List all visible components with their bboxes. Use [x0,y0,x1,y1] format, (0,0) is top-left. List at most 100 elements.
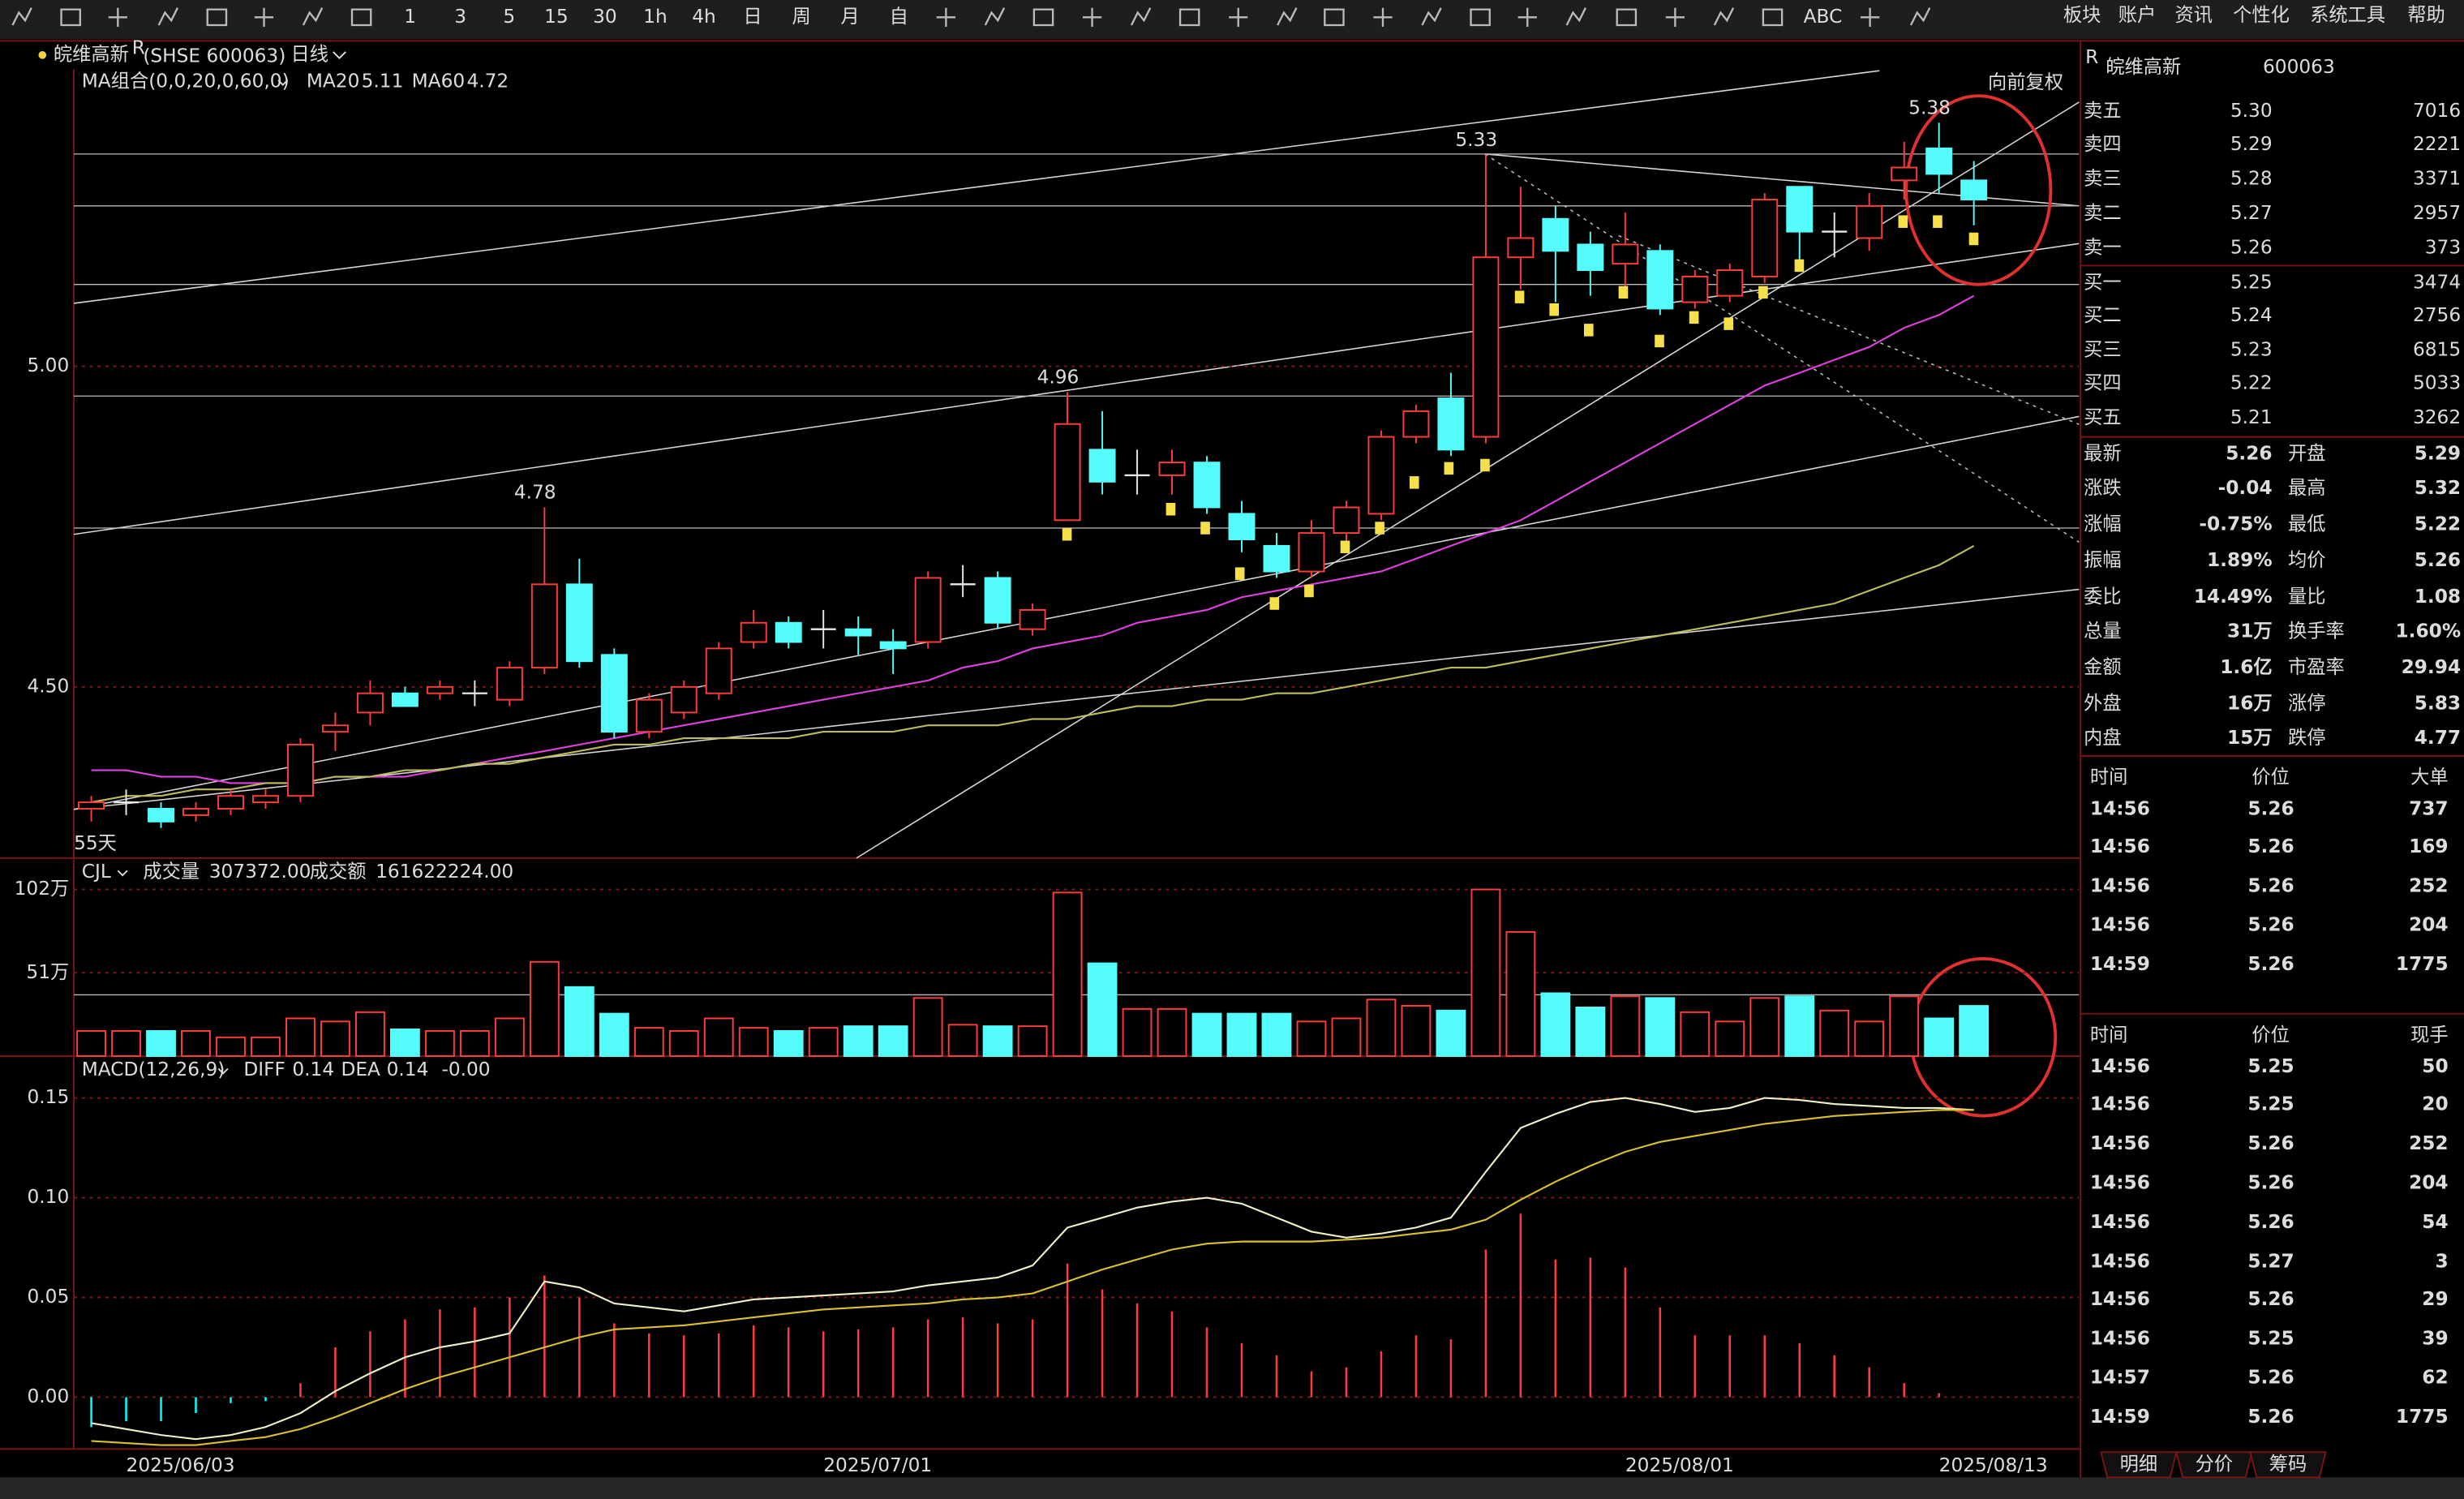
note-icon[interactable] [1898,215,1908,228]
volume-bar [1889,995,1920,1057]
tool-icon[interactable] [350,8,372,27]
tool-icon[interactable] [60,8,81,27]
tool-icon[interactable] [1178,8,1200,27]
period-button[interactable]: 30 [593,6,617,28]
note-icon[interactable] [1165,503,1176,516]
period-button[interactable]: 15 [544,6,569,28]
volume-bar [1226,1012,1257,1057]
ma-title[interactable]: MA组合(0,0,20,0,60,0) [82,70,290,92]
volume-title[interactable]: CJL [82,861,111,883]
candle-body [217,795,244,810]
note-icon[interactable] [1234,567,1245,580]
menu-item[interactable]: 个性化 [2233,4,2290,26]
tool-icon[interactable] [1861,7,1880,27]
menu-item[interactable]: 账户 [2118,4,2157,26]
note-icon[interactable] [1794,259,1805,273]
y-tick-label: 5.00 [27,354,69,376]
tool-icon[interactable] [1130,7,1152,26]
volume-bar [1924,1017,1955,1057]
candle-body [530,583,558,669]
adjust-mode[interactable]: 向前复权 [1988,71,2063,93]
period-button[interactable]: 1 [404,6,416,28]
macd-title[interactable]: MACD(12,26,9) [82,1059,225,1080]
note-icon[interactable] [1618,286,1629,299]
tool-icon[interactable] [1373,7,1393,27]
tool-icon[interactable] [254,7,274,27]
period-button[interactable]: 3 [454,6,466,28]
tool-icon[interactable] [936,7,955,27]
note-icon[interactable] [1933,215,1942,228]
note-icon[interactable] [1584,324,1594,337]
period-button[interactable]: 日 [743,6,762,28]
legend-name: DEA [341,1059,380,1080]
tool-icon[interactable] [1421,7,1442,26]
volume-bar [529,960,560,1057]
tool-icon[interactable] [1277,7,1298,26]
tool-icon[interactable] [1565,7,1586,26]
y-tick-label: 0.10 [27,1186,69,1208]
period-button[interactable]: 5 [503,6,515,28]
quote-code: 600063 [2263,56,2335,78]
period-button[interactable]: 4h [692,6,716,28]
stock-name: 皖维高新 [54,43,129,65]
candle-body [1542,217,1569,252]
note-icon[interactable] [1655,334,1664,348]
period-button[interactable]: 自 [890,6,908,28]
menu-item[interactable]: 系统工具 [2310,4,2385,26]
tool-icon[interactable] [108,7,127,27]
tool-icon[interactable] [206,8,228,27]
tool-icon[interactable] [1762,8,1784,27]
volume-bar [1122,1007,1153,1057]
trade-volume: 204 [2409,1171,2449,1193]
candle-body [635,698,663,733]
tab-label[interactable]: 筹码 [2269,1453,2307,1475]
note-icon[interactable] [1304,584,1314,598]
period[interactable]: 日线 [290,43,328,65]
tab[interactable] [2100,1451,2178,1479]
tab[interactable] [2175,1451,2253,1479]
period-button[interactable]: 周 [792,6,810,28]
stat-value: -0.75% [2199,513,2272,535]
menu-item[interactable]: 资讯 [2174,4,2213,26]
tab-label[interactable]: 明细 [2120,1453,2158,1475]
menu-item[interactable]: 板块 [2063,4,2101,26]
tool-icon[interactable] [157,7,178,26]
note-icon[interactable] [1409,476,1419,489]
tool-icon[interactable] [11,7,32,26]
period-button[interactable]: 月 [841,6,860,28]
tab[interactable] [2249,1451,2327,1479]
tool-icon[interactable] [1470,8,1491,27]
tool-icon[interactable] [1616,8,1638,27]
tool-icon[interactable] [1324,8,1345,27]
note-icon[interactable] [1375,522,1384,535]
note-icon[interactable] [1549,303,1559,316]
period-button[interactable]: 1h [643,6,668,28]
tool-icon[interactable] [1909,7,1931,26]
tool-icon[interactable] [1517,7,1537,27]
note-icon[interactable] [1758,286,1768,299]
legend-value: 5.11 [362,70,404,92]
tool-icon[interactable] [1665,7,1685,27]
note-icon[interactable] [1480,458,1490,472]
tab-label[interactable]: 分价 [2196,1453,2234,1475]
menu-item[interactable]: 帮助 [2407,4,2445,26]
note-icon[interactable] [1444,462,1454,475]
tool-icon[interactable] [1082,7,1102,27]
volume-bar [181,1030,211,1057]
note-icon[interactable] [1340,540,1350,554]
tool-icon[interactable] [302,7,324,26]
note-icon[interactable] [1724,317,1734,330]
tool-icon[interactable] [1713,7,1735,26]
tool-icon[interactable] [984,7,1006,26]
tool-icon[interactable] [1229,7,1248,27]
note-icon[interactable] [1200,522,1210,535]
tool-icon[interactable] [1032,8,1054,27]
note-icon[interactable] [1269,597,1280,610]
tool-button[interactable]: ABC [1804,6,1843,28]
note-icon[interactable] [1062,528,1072,541]
note-icon[interactable] [1514,290,1525,303]
note-icon[interactable] [1968,232,1979,246]
book-volume: 3371 [2413,167,2461,189]
candle-body [1925,147,1953,175]
note-icon[interactable] [1689,311,1699,324]
